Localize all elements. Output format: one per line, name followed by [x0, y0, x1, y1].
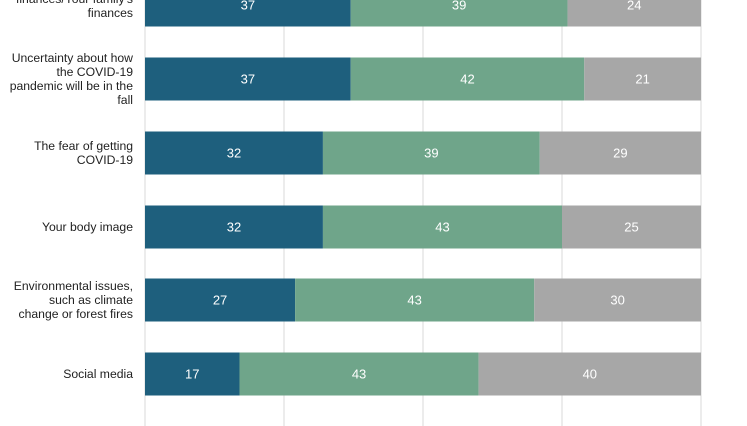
data-label-3-0: 32 [227, 220, 241, 235]
bar-segment-5-1 [239, 352, 479, 396]
category-label-line: the COVID-19 [56, 65, 133, 79]
data-label-4-0: 27 [213, 293, 227, 308]
bar-segment-5-0 [145, 352, 240, 396]
bar-segment-0-2 [567, 0, 701, 27]
category-label-line: COVID-19 [77, 153, 133, 167]
category-label-1: Uncertainty about how the COVID-19 pandemi… [10, 51, 134, 107]
bar-segment-0-1 [350, 0, 568, 27]
data-label-2-2: 29 [613, 146, 627, 161]
bar-segment-2-1 [322, 131, 540, 175]
data-label-5-1: 43 [352, 367, 366, 382]
category-label-line: pandemic will be in the [10, 79, 134, 93]
category-label-5: Social media [63, 367, 133, 381]
category-label-line: finances [88, 6, 133, 20]
bar-segment-2-2 [539, 131, 701, 175]
category-label-line: Social media [63, 367, 133, 381]
data-label-0-2: 24 [627, 0, 641, 13]
data-label-2-1: 39 [424, 146, 438, 161]
bar-segment-0-0 [145, 0, 351, 27]
data-label-1-1: 42 [460, 72, 474, 87]
data-label-1-0: 37 [241, 72, 255, 87]
data-label-4-2: 30 [610, 293, 624, 308]
category-labels: finances/Your family'sfinances Uncertaint… [10, 0, 134, 381]
data-label-1-2: 21 [635, 72, 649, 87]
data-label-4-1: 43 [407, 293, 421, 308]
data-label-3-1: 43 [435, 220, 449, 235]
bar-segment-4-2 [534, 278, 701, 322]
category-label-line: such as climate [49, 293, 133, 307]
data-label-5-2: 40 [583, 367, 597, 382]
category-label-3: Your body image [42, 220, 133, 234]
bar-segment-3-1 [322, 205, 562, 249]
bar-segment-3-2 [562, 205, 701, 249]
category-label-line: Environmental issues, [14, 279, 133, 293]
bar-segment-3-0 [145, 205, 323, 249]
category-label-line: finances/Your family's [16, 0, 133, 6]
category-label-line: fall [117, 93, 133, 107]
bar-segment-5-2 [478, 352, 701, 396]
bar-segment-1-1 [350, 57, 585, 101]
data-label-0-1: 39 [452, 0, 466, 13]
bars: 37 39 24 37 42 21 32 39 29 32 43 25 27 43 30 17 43 40 [145, 0, 701, 396]
bar-segment-4-1 [295, 278, 535, 322]
category-label-line: Uncertainty about how [12, 51, 133, 65]
bar-segment-2-0 [145, 131, 323, 175]
category-label-line: Your body image [42, 220, 133, 234]
category-label-line: change or forest fires [19, 307, 133, 321]
bar-segment-4-0 [145, 278, 296, 322]
data-label-0-0: 37 [241, 0, 255, 13]
data-label-3-2: 25 [624, 220, 638, 235]
category-label-4: Environmental issues, such as climate chan… [14, 279, 133, 321]
bar-segment-1-0 [145, 57, 351, 101]
category-label-2: The fear of getting COVID-19 [34, 139, 133, 167]
data-label-5-0: 17 [185, 367, 199, 382]
category-label-0: finances/Your family'sfinances [16, 0, 133, 20]
category-label-line: The fear of getting [34, 139, 133, 153]
data-label-2-0: 32 [227, 146, 241, 161]
bar-segment-1-2 [584, 57, 701, 101]
